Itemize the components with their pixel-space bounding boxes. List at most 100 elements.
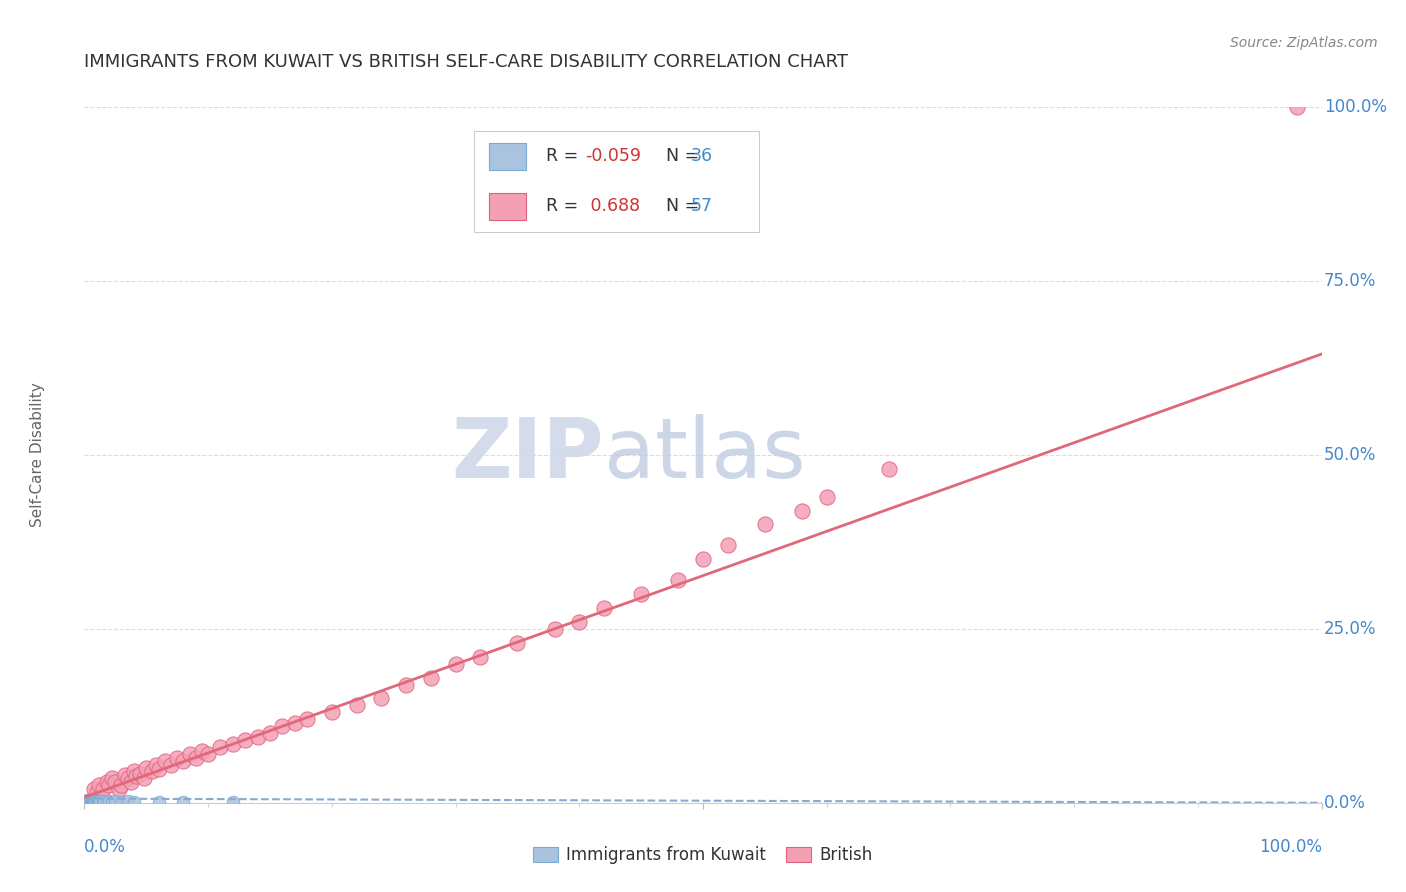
Point — [444, 657, 467, 671]
Point — [104, 794, 127, 808]
Point — [506, 636, 529, 650]
Point — [87, 795, 110, 809]
Text: N =: N = — [666, 147, 699, 165]
Point — [83, 794, 105, 808]
Point — [120, 775, 142, 789]
Point — [83, 781, 105, 796]
Point — [86, 794, 108, 808]
Point — [129, 766, 152, 780]
Point — [717, 538, 740, 552]
Point — [321, 706, 343, 720]
Text: IMMIGRANTS FROM KUWAIT VS BRITISH SELF-CARE DISABILITY CORRELATION CHART: IMMIGRANTS FROM KUWAIT VS BRITISH SELF-C… — [84, 54, 848, 71]
Text: atlas: atlas — [605, 415, 806, 495]
Point — [79, 793, 101, 807]
Point — [593, 601, 616, 615]
Point — [148, 763, 170, 777]
Point — [419, 671, 441, 685]
Point — [89, 794, 111, 808]
Point — [98, 778, 121, 792]
Point — [470, 649, 492, 664]
Text: 0.0%: 0.0% — [84, 838, 127, 855]
Point — [877, 462, 900, 476]
Point — [91, 795, 114, 809]
Point — [86, 794, 108, 808]
Point — [84, 795, 107, 809]
Point — [122, 795, 145, 809]
Point — [1285, 100, 1308, 114]
Point — [246, 730, 269, 744]
Point — [89, 778, 111, 792]
Point — [568, 615, 591, 629]
Point — [395, 677, 418, 691]
FancyBboxPatch shape — [489, 143, 526, 169]
Text: ZIP: ZIP — [451, 415, 605, 495]
Point — [96, 775, 118, 789]
Point — [76, 793, 98, 807]
Point — [100, 795, 122, 809]
Point — [153, 754, 176, 768]
Point — [209, 740, 232, 755]
Point — [630, 587, 652, 601]
Point — [184, 750, 207, 764]
Text: 50.0%: 50.0% — [1324, 446, 1376, 464]
Text: 0.688: 0.688 — [585, 197, 641, 215]
Text: 0.0%: 0.0% — [1324, 794, 1367, 812]
Point — [86, 785, 108, 799]
Point — [77, 794, 100, 808]
Point — [295, 712, 318, 726]
Point — [370, 691, 392, 706]
Text: 57: 57 — [690, 197, 713, 215]
Point — [83, 794, 105, 808]
Point — [117, 772, 139, 786]
Text: 75.0%: 75.0% — [1324, 272, 1376, 290]
Point — [98, 794, 121, 808]
Point — [179, 747, 201, 761]
Point — [172, 795, 194, 809]
Point — [108, 781, 131, 796]
Point — [135, 761, 157, 775]
Point — [75, 794, 97, 808]
Point — [692, 552, 714, 566]
Point — [82, 795, 104, 809]
Point — [79, 794, 101, 808]
Point — [89, 794, 111, 808]
Point — [91, 781, 114, 796]
Point — [148, 795, 170, 809]
Point — [166, 750, 188, 764]
Point — [284, 715, 307, 730]
Text: R =: R = — [546, 147, 578, 165]
Point — [271, 719, 294, 733]
Point — [815, 490, 838, 504]
Point — [222, 795, 245, 809]
Point — [76, 795, 98, 809]
Point — [346, 698, 368, 713]
Text: N =: N = — [666, 197, 699, 215]
Point — [233, 733, 256, 747]
Text: R =: R = — [546, 197, 578, 215]
Text: 100.0%: 100.0% — [1258, 838, 1322, 855]
Point — [96, 795, 118, 809]
Point — [93, 794, 115, 808]
Point — [122, 764, 145, 779]
Point — [145, 757, 167, 772]
Point — [191, 744, 214, 758]
Point — [132, 772, 155, 786]
Point — [80, 794, 103, 808]
FancyBboxPatch shape — [489, 193, 526, 219]
Text: 100.0%: 100.0% — [1324, 98, 1388, 116]
Point — [543, 622, 565, 636]
Point — [222, 737, 245, 751]
Point — [75, 794, 97, 808]
Point — [754, 517, 776, 532]
FancyBboxPatch shape — [474, 131, 759, 232]
Legend: Immigrants from Kuwait, British: Immigrants from Kuwait, British — [526, 839, 880, 871]
Point — [666, 573, 689, 587]
Point — [79, 794, 101, 808]
Point — [79, 795, 101, 809]
Point — [79, 794, 101, 808]
Point — [117, 794, 139, 808]
Point — [197, 747, 219, 761]
Point — [790, 503, 813, 517]
Point — [141, 764, 163, 779]
Point — [160, 757, 183, 772]
